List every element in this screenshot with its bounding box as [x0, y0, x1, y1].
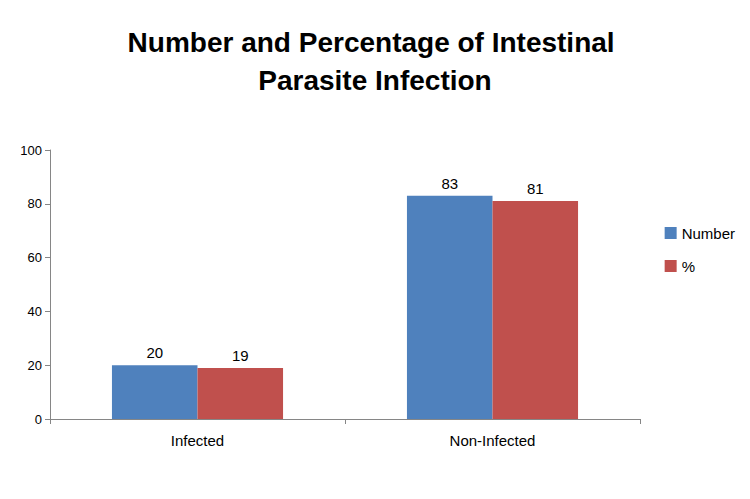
svg-text:Number: Number — [682, 225, 735, 242]
svg-text:40: 40 — [28, 304, 42, 319]
svg-text:19: 19 — [232, 347, 249, 364]
svg-text:%: % — [682, 258, 695, 275]
svg-text:Infected: Infected — [171, 432, 224, 449]
svg-text:80: 80 — [28, 196, 42, 211]
svg-text:100: 100 — [20, 143, 42, 158]
svg-text:20: 20 — [146, 344, 163, 361]
svg-text:60: 60 — [28, 250, 42, 265]
svg-text:81: 81 — [527, 180, 544, 197]
svg-text:83: 83 — [441, 175, 458, 192]
svg-text:Parasite Infection: Parasite Infection — [258, 65, 491, 96]
svg-text:20: 20 — [28, 358, 42, 373]
svg-text:Non-Infected: Non-Infected — [450, 432, 536, 449]
svg-text:Number and Percentage of Intes: Number and Percentage of Intestinal — [128, 27, 623, 58]
svg-text:0: 0 — [35, 412, 42, 427]
